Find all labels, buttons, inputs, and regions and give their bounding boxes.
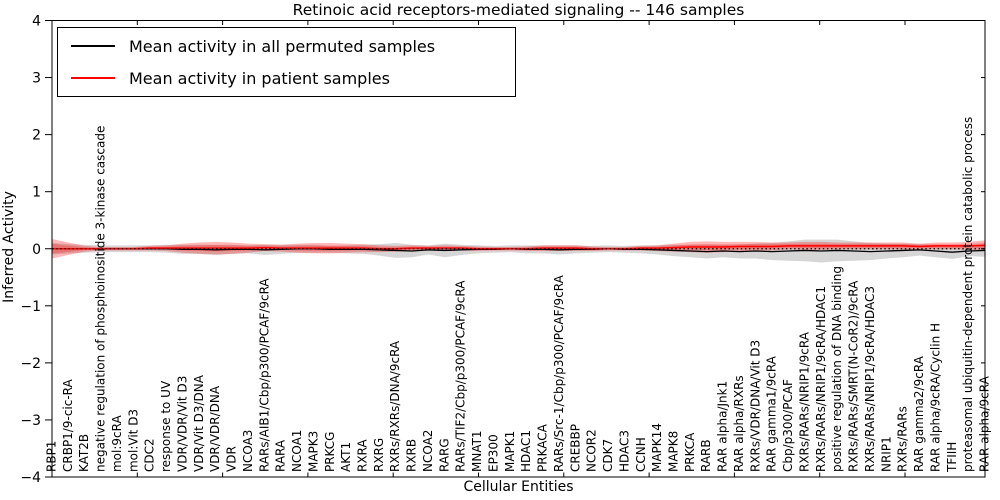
y-tick-label: 3 — [32, 71, 41, 87]
x-category-label: positive regulation of DNA binding — [830, 266, 844, 472]
x-category-label: EP300 — [486, 434, 500, 472]
x-category-label: RXRs/RARs — [896, 406, 910, 472]
y-tick-label: −2 — [20, 356, 41, 372]
x-category-label: VDR/Vit D3/DNA — [192, 374, 206, 472]
x-category-label: RXRA — [356, 439, 370, 472]
x-category-label: KAT2B — [77, 434, 91, 472]
x-category-label: MNAT1 — [470, 430, 484, 472]
x-category-label: RXRs/RARs/SMRT(N-CoR2)/9cRA — [847, 280, 861, 472]
y-tick-label: −1 — [20, 299, 41, 315]
x-category-label: VDR — [225, 446, 239, 472]
y-tick-label: 4 — [32, 14, 41, 30]
y-tick-label: 2 — [32, 128, 41, 144]
x-category-label: negative regulation of phosphoinositide … — [94, 126, 108, 472]
x-category-label: VDR/VDR/DNA — [208, 385, 222, 472]
y-tick-label: 1 — [32, 185, 41, 201]
x-category-label: RXRs/RXRs/DNA/9cRA — [388, 340, 402, 472]
legend-label-patient: Mean activity in patient samples — [129, 68, 390, 88]
x-category-label: NCOA3 — [241, 430, 255, 472]
y-axis-label: Inferred Activity — [1, 191, 17, 303]
x-category-label: response to UV — [159, 380, 173, 472]
permuted-line-swatch — [71, 45, 115, 47]
x-category-label: RXRs/RARs/NRIP1/9cRA — [797, 331, 811, 472]
x-category-label: mol:9cRA — [110, 415, 124, 472]
x-category-label: RARA — [274, 439, 288, 472]
x-axis-label: Cellular Entities — [463, 479, 574, 495]
x-category-label: AKT1 — [339, 442, 353, 472]
x-category-label: RARs/Src-1/Cbp/p300/PCAF/9cRA — [552, 274, 566, 472]
legend-item-patient: Mean activity in patient samples — [58, 64, 515, 92]
x-category-label: PRKCA — [683, 432, 697, 472]
x-category-label: MAPK1 — [503, 431, 517, 472]
x-category-label: RARs/AIB1/Cbp/p300/PCAF/9cRA — [257, 278, 271, 472]
x-category-label: RAR alpha/Jnk1 — [716, 381, 730, 472]
patient-mean-line — [52, 244, 986, 250]
x-category-label: MAPK14 — [650, 423, 664, 472]
x-category-label: RAR gamma2/9cRA — [912, 355, 926, 472]
x-category-label: mol:Vit D3 — [126, 409, 140, 472]
x-category-label: RAR alpha/9cRA/Cyclin H — [928, 323, 942, 472]
x-category-label: RXRs/RARs/NRIP1/9cRA/HDAC3 — [863, 286, 877, 472]
x-category-label: CDK7 — [601, 439, 615, 472]
permuted-std-band — [52, 239, 985, 263]
x-category-label: RAR alpha/RXRs — [732, 375, 746, 472]
x-category-label: PRKACA — [536, 423, 550, 472]
y-tick-label: 0 — [32, 242, 41, 258]
x-category-label: NCOA2 — [421, 430, 435, 472]
y-tick-label: −4 — [20, 470, 41, 486]
x-category-label: PRKCG — [323, 432, 337, 472]
legend-item-permuted: Mean activity in all permuted samples — [58, 32, 515, 60]
x-category-label: NRIP1 — [879, 436, 893, 472]
x-category-label: NCOA1 — [290, 430, 304, 472]
x-category-label: RXRs/VDR/DNA/Vit D3 — [748, 340, 762, 472]
legend-label-permuted: Mean activity in all permuted samples — [129, 36, 436, 56]
x-category-label: RARG — [437, 438, 451, 472]
chart-title: Retinoic acid receptors-mediated signali… — [292, 1, 745, 19]
x-category-label: CREBBP — [568, 424, 582, 472]
x-category-label: NCOR2 — [585, 429, 599, 472]
x-category-label: RXRs/RARs/NRIP1/9cRA/HDAC1 — [814, 286, 828, 472]
x-category-label: CCNH — [634, 437, 648, 472]
y-tick-label: −3 — [20, 413, 41, 429]
x-category-label: Cbp/p300/PCAF — [781, 379, 795, 472]
x-category-label: RXRG — [372, 438, 386, 472]
x-category-label: TFIIH — [945, 442, 959, 473]
legend: Mean activity in all permuted samples Me… — [57, 27, 516, 97]
x-category-label: RXRB — [405, 439, 419, 472]
x-category-label: RAR gamma1/9cRA — [765, 355, 779, 472]
x-category-label: MAPK8 — [667, 431, 681, 472]
patient-line-swatch — [71, 77, 115, 79]
x-category-label: CRBP1/9-cic-RA — [61, 378, 75, 472]
x-category-label: MAPK3 — [306, 431, 320, 472]
x-category-label: CDC2 — [143, 438, 157, 472]
x-category-label: VDR/VDR/Vit D3 — [175, 376, 189, 472]
x-category-label: RARs/TIF2/Cbp/p300/PCAF/9cRA — [454, 280, 468, 472]
x-category-label: HDAC1 — [519, 430, 533, 472]
x-category-label: HDAC3 — [617, 430, 631, 472]
x-category-label: proteasomal ubiquitin-dependent protein … — [961, 117, 975, 472]
x-category-label: RARB — [699, 439, 713, 472]
